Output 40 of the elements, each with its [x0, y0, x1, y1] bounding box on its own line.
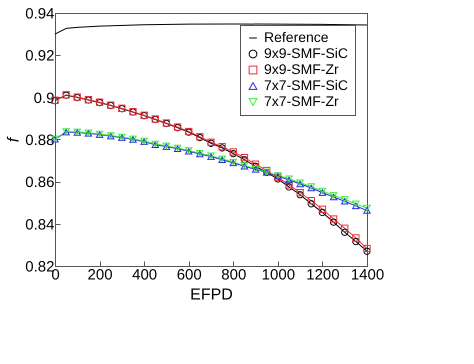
point — [296, 188, 304, 196]
point — [352, 234, 360, 242]
x-tick-label: 800 — [221, 266, 246, 284]
legend-label: 7x7-SMF-SiC — [264, 77, 348, 93]
x-tick-label: 1400 — [350, 266, 384, 284]
point — [330, 218, 338, 226]
point — [341, 228, 348, 236]
point — [318, 208, 326, 216]
x-tick-label: 0 — [51, 266, 60, 284]
y-tick-label: 0.88 — [25, 132, 54, 149]
x-tick-label: 600 — [176, 266, 202, 284]
y-tick-label: 0.92 — [25, 48, 54, 65]
point — [352, 238, 360, 246]
point — [296, 191, 304, 198]
legend-label: 9x9-SMF-SiC — [264, 45, 348, 61]
legend-label: 7x7-SMF-Zr — [264, 93, 339, 109]
x-tick-label: 1000 — [262, 266, 296, 284]
point — [240, 154, 248, 162]
point — [363, 244, 371, 252]
point — [308, 200, 315, 208]
point — [285, 181, 293, 188]
y-tick-label: 0.86 — [25, 174, 54, 192]
point — [318, 206, 326, 213]
point — [363, 207, 371, 214]
x-axis-title: EFPD — [190, 286, 233, 304]
point — [341, 224, 348, 232]
point — [240, 156, 248, 164]
x-tick-label: 200 — [88, 266, 113, 284]
y-tick-label: 0.94 — [25, 6, 54, 22]
legend-label: Reference — [264, 29, 329, 45]
point — [330, 215, 338, 223]
y-axis-title: f — [5, 136, 22, 142]
y-tick-label: 0.84 — [25, 216, 54, 234]
legend-label: 9x9-SMF-Zr — [264, 61, 339, 77]
point — [285, 183, 293, 191]
x-tick-label: 1200 — [306, 266, 340, 284]
point — [363, 248, 371, 255]
point — [363, 204, 371, 212]
x-tick-label: 400 — [132, 266, 158, 284]
point — [308, 196, 315, 204]
